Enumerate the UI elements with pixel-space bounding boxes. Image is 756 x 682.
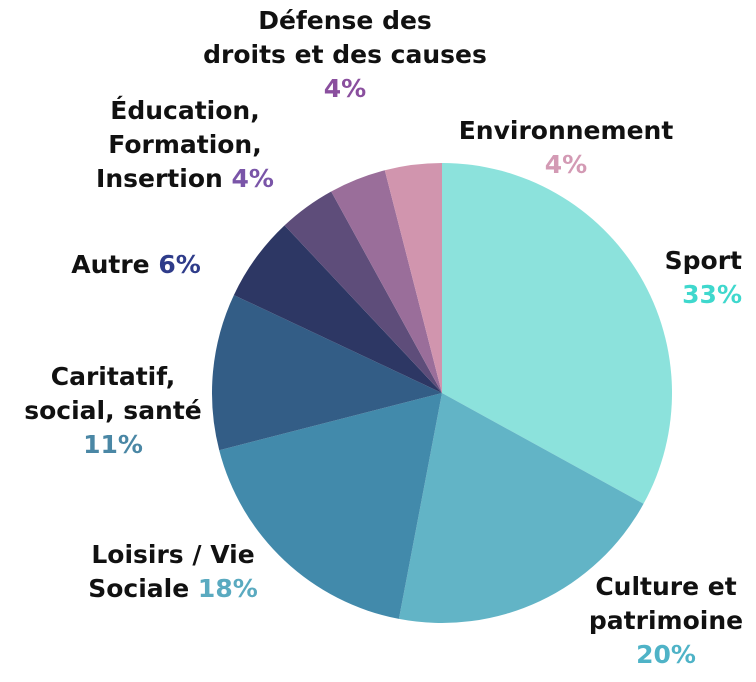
pie-slice — [212, 295, 442, 451]
slice-label: Défense des droits et des causes 4% — [203, 4, 487, 106]
category-name: Environnement — [458, 116, 674, 145]
category-name: Loisirs / Vie Sociale — [88, 540, 255, 603]
value-label: 11% — [83, 430, 143, 459]
value-label: 18% — [197, 574, 258, 603]
category-name: Éducation, Formation, Insertion — [96, 96, 262, 193]
category-name: Culture et patrimoine — [588, 572, 744, 635]
pie-slice — [219, 393, 442, 619]
pie-slice — [233, 225, 442, 393]
value-label: 4% — [231, 164, 274, 193]
value-label: 4% — [323, 74, 367, 103]
slice-label: Loisirs / Vie Sociale 18% — [88, 538, 258, 606]
pie-slice — [398, 393, 644, 623]
value-label: 4% — [544, 150, 588, 179]
value-label: 6% — [158, 250, 201, 279]
value-label: 33% — [682, 280, 742, 309]
category-name: Sport — [664, 246, 742, 275]
category-name: Caritatif, social, santé — [24, 362, 202, 425]
category-name: Défense des droits et des causes — [203, 6, 487, 69]
slice-label: Éducation, Formation, Insertion 4% — [96, 94, 274, 196]
slice-label: Autre 6% — [71, 248, 201, 282]
slice-label: Caritatif, social, santé 11% — [24, 360, 202, 462]
pie-slice — [442, 163, 672, 504]
slice-label: Culture et patrimoine 20% — [589, 570, 743, 672]
pie-slice — [384, 163, 442, 393]
slice-label: Sport 33% — [665, 244, 742, 312]
value-label: 20% — [636, 640, 696, 669]
pie-slice — [284, 191, 442, 393]
pie-slice — [331, 170, 442, 393]
slice-label: Environnement 4% — [459, 114, 674, 182]
category-name: Autre — [71, 250, 150, 279]
